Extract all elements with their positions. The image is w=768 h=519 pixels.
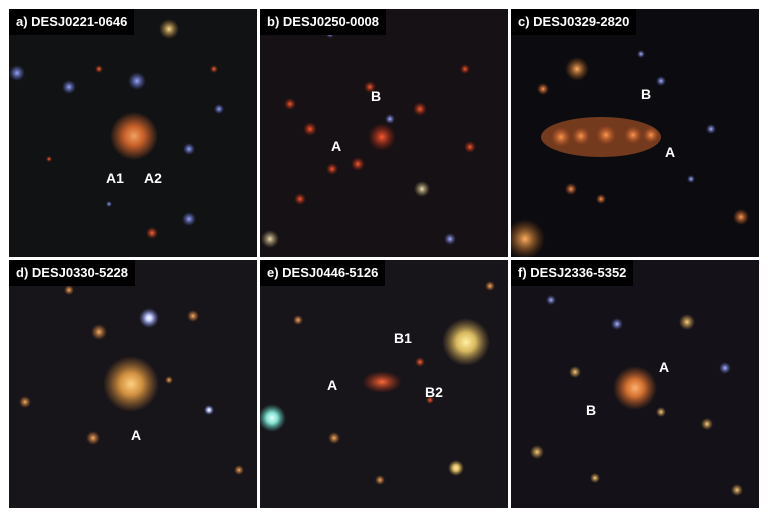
panel-b: b) DESJ0250-0008 B A: [260, 9, 508, 257]
panel-a-label-a1: A1: [106, 170, 124, 186]
panel-c-title: c) DESJ0329-2820: [511, 9, 637, 35]
panel-e-image: [260, 260, 508, 508]
panel-d-label-a: A: [131, 427, 142, 443]
panel-a-title: a) DESJ0221-0646: [9, 9, 135, 35]
panel-e-label-b1: B1: [394, 330, 412, 346]
panel-f-title: f) DESJ2336-5352: [511, 260, 634, 286]
panel-f-image: [511, 260, 759, 508]
panel-c-label-a: A: [665, 144, 676, 160]
panel-c-image: [511, 9, 759, 257]
panel-d: d) DESJ0330-5228 A: [9, 260, 257, 508]
panel-b-image: [260, 9, 508, 257]
panel-c: c) DESJ0329-2820 B A: [511, 9, 759, 257]
panel-a-image: [9, 9, 257, 257]
panel-e: e) DESJ0446-5126 B1 A B2: [260, 260, 508, 508]
panel-f: f) DESJ2336-5352 A B: [511, 260, 759, 508]
panel-f-label-b: B: [586, 402, 597, 418]
panel-c-label-b: B: [641, 86, 652, 102]
panel-f-label-a: A: [659, 359, 670, 375]
panel-b-label-a: A: [331, 138, 342, 154]
panel-d-title: d) DESJ0330-5228: [9, 260, 136, 286]
panel-d-image: [9, 260, 257, 508]
panel-b-title: b) DESJ0250-0008: [260, 9, 387, 35]
panel-a-label-a2: A2: [144, 170, 162, 186]
panel-b-label-b: B: [371, 88, 382, 104]
panel-e-label-a: A: [327, 377, 338, 393]
panel-a: a) DESJ0221-0646 A1 A2: [9, 9, 257, 257]
panel-e-label-b2: B2: [425, 384, 443, 400]
panel-e-title: e) DESJ0446-5126: [260, 260, 386, 286]
